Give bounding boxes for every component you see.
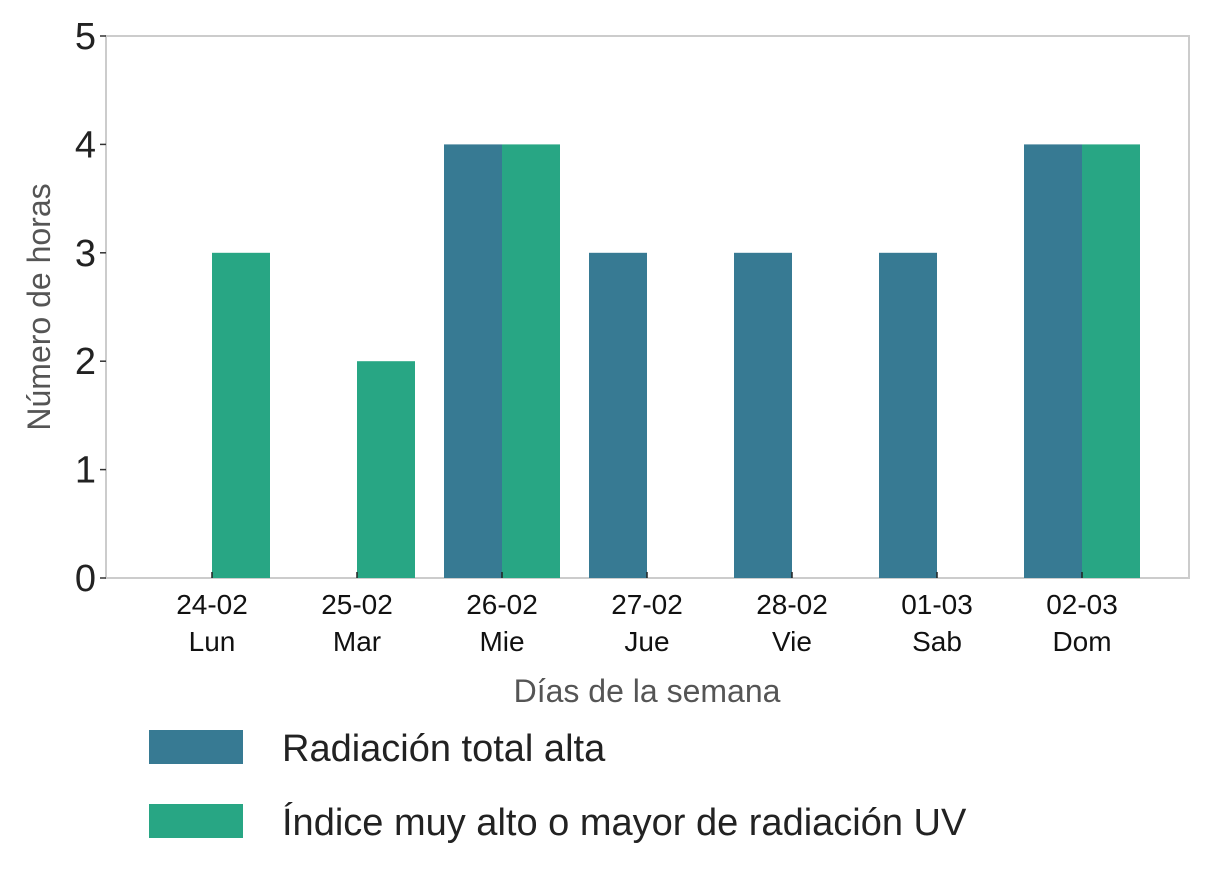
bar-series-2-26-02 [502,144,560,578]
y-tick-label: 0 [75,558,96,600]
y-tick-label: 1 [75,450,96,492]
x-tick-label-date: 27-02 [611,589,683,620]
bar-series-1-28-02 [734,252,792,579]
bars [212,144,1140,579]
x-tick-label-day: Mar [333,626,381,657]
x-tick-label-day: Mie [479,626,524,657]
y-axis-ticks: 0 1 2 3 4 5 [75,16,106,600]
y-axis-label: Número de horas [21,183,57,430]
bar-series-2-25-02 [357,361,415,578]
bar-series-2-02-03 [1082,144,1140,578]
x-tick-label-day: Sab [912,626,962,657]
y-tick-label: 3 [75,233,96,275]
y-tick-label: 4 [75,124,96,166]
bar-series-1-02-03 [1024,144,1082,578]
x-tick-label-date: 25-02 [321,589,393,620]
legend-swatch-2 [149,804,243,838]
legend-label-2: Índice muy alto o mayor de radiación UV [282,801,967,844]
x-tick-label-date: 01-03 [901,589,973,620]
x-tick-label-date: 26-02 [466,589,538,620]
y-tick-label: 5 [75,16,96,58]
bar-series-2-24-02 [212,252,270,579]
x-tick-label-date: 28-02 [756,589,828,620]
legend-label-1: Radiación total alta [282,728,606,770]
y-tick-label: 2 [75,341,96,383]
bar-series-1-01-03 [879,252,937,579]
x-axis-label: Días de la semana [514,673,781,709]
x-tick-label-date: 02-03 [1046,589,1118,620]
bar-series-1-26-02 [444,144,502,578]
bar-series-1-27-02 [589,252,647,579]
legend-swatch-1 [149,730,243,764]
x-tick-label-day: Lun [189,626,236,657]
x-axis-ticks: 24-02 Lun 25-02 Mar 26-02 Mie 27-02 Jue 28-02 Vie… [176,572,1118,657]
x-tick-label-day: Jue [624,626,669,657]
legend: Radiación total alta Índice muy alto o ma… [149,728,967,844]
x-tick-label-day: Dom [1052,626,1111,657]
x-tick-label-day: Vie [772,626,812,657]
x-tick-label-date: 24-02 [176,589,248,620]
